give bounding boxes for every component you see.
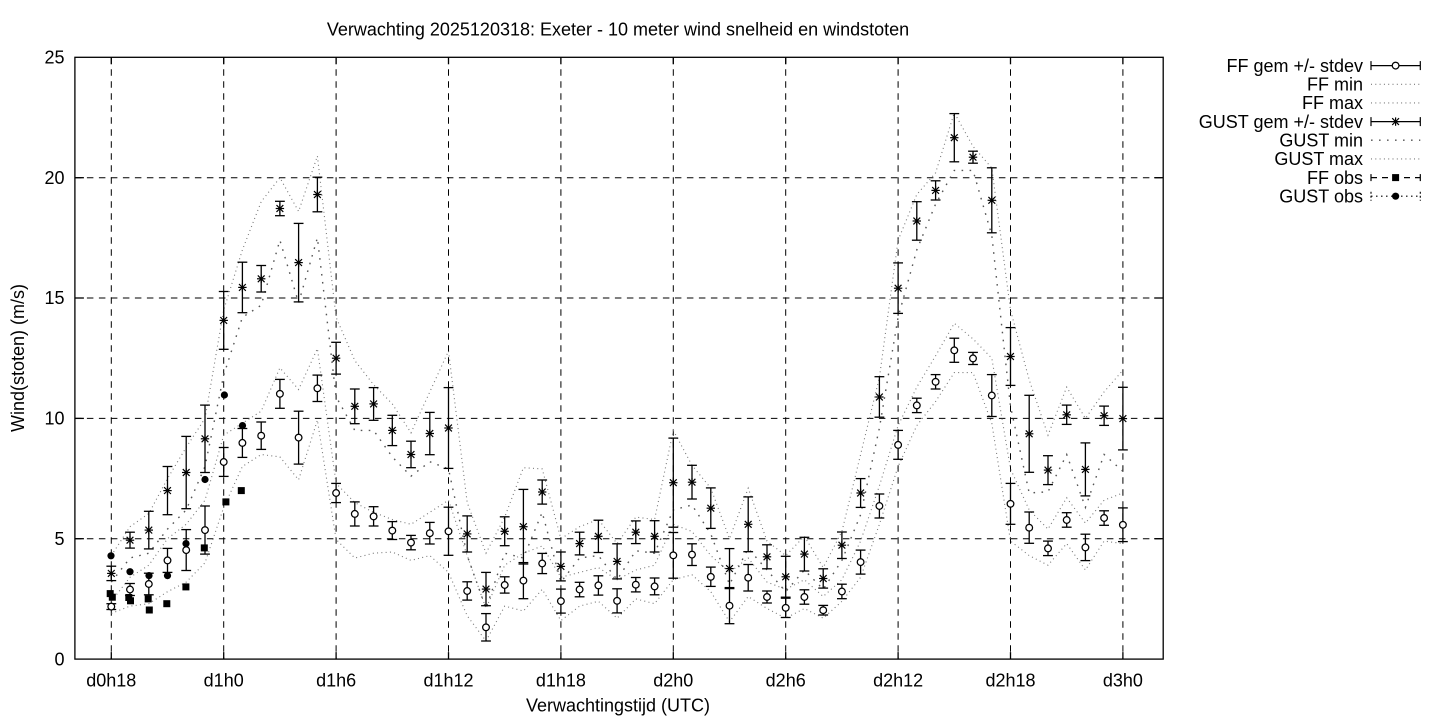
svg-text:GUST min: GUST min	[1279, 130, 1363, 150]
svg-text:GUST obs: GUST obs	[1279, 186, 1363, 206]
svg-text:d2h6: d2h6	[766, 671, 806, 691]
svg-text:d1h0: d1h0	[204, 671, 244, 691]
svg-text:GUST gem +/- stdev: GUST gem +/- stdev	[1199, 112, 1363, 132]
svg-text:15: 15	[44, 288, 64, 308]
svg-text:25: 25	[44, 48, 64, 68]
svg-text:d1h6: d1h6	[316, 671, 356, 691]
svg-text:d1h12: d1h12	[423, 671, 473, 691]
svg-text:d3h0: d3h0	[1103, 671, 1143, 691]
svg-text:FF gem +/- stdev: FF gem +/- stdev	[1226, 56, 1363, 76]
svg-text:FF min: FF min	[1307, 75, 1363, 95]
svg-text:d2h0: d2h0	[653, 671, 693, 691]
svg-text:Verwachtingstijd (UTC): Verwachtingstijd (UTC)	[526, 696, 710, 716]
svg-text:5: 5	[54, 529, 64, 549]
svg-text:FF obs: FF obs	[1307, 168, 1363, 188]
svg-text:d1h18: d1h18	[536, 671, 586, 691]
svg-text:d0h18: d0h18	[86, 671, 136, 691]
svg-text:d2h12: d2h12	[873, 671, 923, 691]
svg-text:20: 20	[44, 168, 64, 188]
svg-text:0: 0	[54, 649, 64, 669]
svg-text:FF max: FF max	[1302, 93, 1363, 113]
svg-text:GUST max: GUST max	[1274, 149, 1363, 169]
svg-text:Verwachting 2025120318: Exeter: Verwachting 2025120318: Exeter - 10 mete…	[327, 20, 909, 40]
svg-text:Wind(stoten) (m/s): Wind(stoten) (m/s)	[8, 284, 28, 432]
svg-text:10: 10	[44, 409, 64, 429]
svg-text:d2h18: d2h18	[985, 671, 1035, 691]
